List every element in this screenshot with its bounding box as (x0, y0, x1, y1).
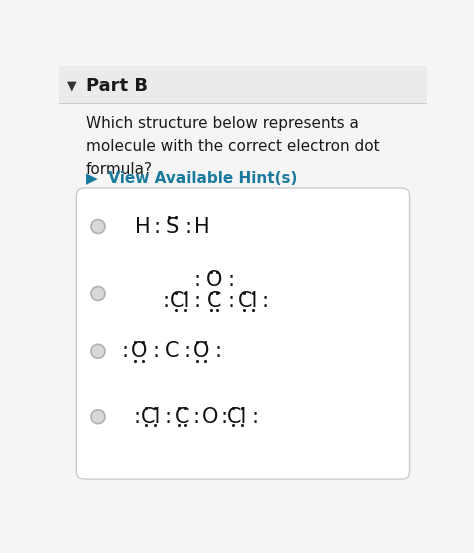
Circle shape (91, 410, 105, 424)
Text: :: : (133, 406, 140, 427)
Text: O: O (131, 341, 147, 361)
Circle shape (91, 345, 105, 358)
Circle shape (92, 345, 104, 357)
FancyBboxPatch shape (59, 66, 427, 103)
Text: Part B: Part B (86, 77, 147, 95)
Text: :: : (183, 341, 191, 361)
Text: :: : (154, 217, 160, 237)
Text: C: C (174, 406, 189, 427)
Text: S: S (166, 217, 179, 237)
Text: Cl: Cl (170, 291, 191, 311)
Text: :: : (192, 406, 199, 427)
Text: :: : (251, 406, 258, 427)
Text: O: O (193, 341, 209, 361)
Text: Cl: Cl (228, 406, 248, 427)
Circle shape (91, 220, 105, 233)
FancyBboxPatch shape (76, 188, 410, 479)
Text: :: : (220, 406, 227, 427)
Text: H: H (135, 217, 151, 237)
Circle shape (91, 287, 105, 300)
Text: H: H (194, 217, 210, 237)
Text: :: : (184, 217, 191, 237)
Circle shape (91, 220, 105, 233)
Circle shape (92, 220, 104, 233)
Text: Cl: Cl (140, 406, 161, 427)
Circle shape (92, 288, 104, 300)
Circle shape (92, 410, 104, 423)
Text: :: : (194, 291, 201, 311)
Text: :: : (122, 341, 128, 361)
Text: :: : (164, 406, 171, 427)
Text: O: O (201, 406, 218, 427)
Text: Which structure below represents a
molecule with the correct electron dot
formul: Which structure below represents a molec… (86, 117, 379, 177)
Text: O: O (206, 270, 222, 290)
Text: C: C (164, 341, 179, 361)
Circle shape (91, 286, 105, 300)
Text: ▶  View Available Hint(s): ▶ View Available Hint(s) (86, 171, 297, 186)
Circle shape (91, 410, 105, 423)
Text: Cl: Cl (238, 291, 258, 311)
Text: :: : (228, 270, 235, 290)
Text: :: : (163, 291, 170, 311)
Text: :: : (215, 341, 222, 361)
Text: C: C (207, 291, 221, 311)
Text: :: : (153, 341, 160, 361)
Text: :: : (228, 291, 235, 311)
Text: :: : (194, 270, 201, 290)
Text: ▼: ▼ (67, 80, 76, 93)
Text: :: : (262, 291, 269, 311)
Circle shape (91, 345, 105, 358)
